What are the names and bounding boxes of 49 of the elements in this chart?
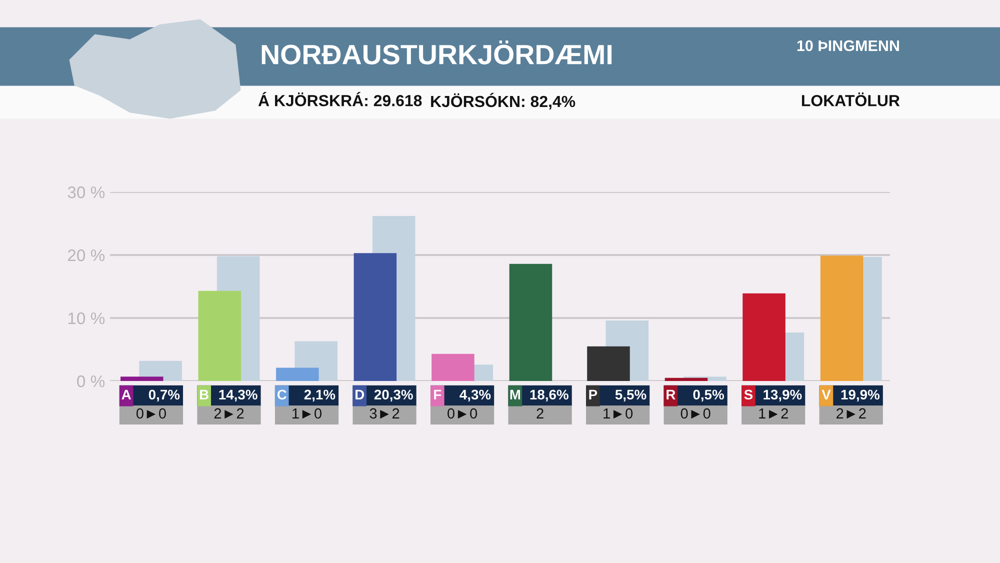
bar [354, 253, 397, 381]
x-tick-label: A [122, 390, 131, 400]
text: 1►2 [759, 408, 788, 419]
text: 2►2 [836, 408, 866, 419]
chart-subtitle: Á KJÖRSKRÁ: 29.618 [258, 92, 422, 106]
bar [276, 368, 319, 381]
x-tick-label: D [356, 390, 364, 400]
data-label: 0,7% [148, 390, 180, 402]
text: 2 [536, 408, 544, 418]
x-tick-label: B [200, 390, 208, 400]
data-label: 13,9% [764, 390, 802, 402]
x-tick-label: S [744, 390, 753, 400]
bar [432, 354, 474, 381]
text: 0►0 [136, 408, 166, 419]
y-tick-label: 20 % [68, 249, 105, 262]
data-label: 18,6% [530, 390, 568, 402]
text: 10 ÞINGMENN [797, 40, 899, 52]
text: 3►2 [370, 408, 400, 419]
bar [198, 290, 242, 381]
x-tick-label: R [666, 390, 676, 400]
bar [664, 378, 708, 381]
y-tick-label: 10 % [68, 312, 105, 324]
text: 2►2 [214, 408, 244, 419]
x-tick-label: F [434, 390, 442, 400]
y-tick-label: 0 % [77, 375, 105, 388]
data-label: 5,5% [615, 390, 646, 402]
text: KJÖRSÓKN: 82,4% [431, 92, 576, 110]
chart-title: NORÐAUSTURKJÖRDÆMI [262, 40, 612, 64]
text: 1►0 [292, 408, 322, 419]
data-label: 14,3% [219, 390, 258, 402]
text: 1►0 [604, 408, 633, 419]
text: 0►0 [448, 408, 478, 419]
x-tick-label: V [822, 390, 831, 400]
bar [820, 256, 864, 381]
data-label: 19,9% [841, 390, 880, 402]
x-tick-label: C [277, 390, 286, 400]
text: 0►0 [680, 408, 710, 419]
bar [120, 376, 164, 381]
x-tick-label: M [510, 390, 520, 400]
data-label: 0,5% [693, 390, 724, 402]
bar [742, 293, 786, 381]
data-label: 2,1% [304, 390, 336, 402]
bar [587, 346, 630, 381]
text: LOKATÖLUR [802, 92, 900, 106]
data-label: 20,3% [374, 390, 413, 402]
data-label: 4,3% [460, 390, 491, 402]
y-tick-label: 30 % [68, 186, 105, 198]
x-tick-label: P [589, 390, 598, 400]
bar [509, 264, 552, 381]
